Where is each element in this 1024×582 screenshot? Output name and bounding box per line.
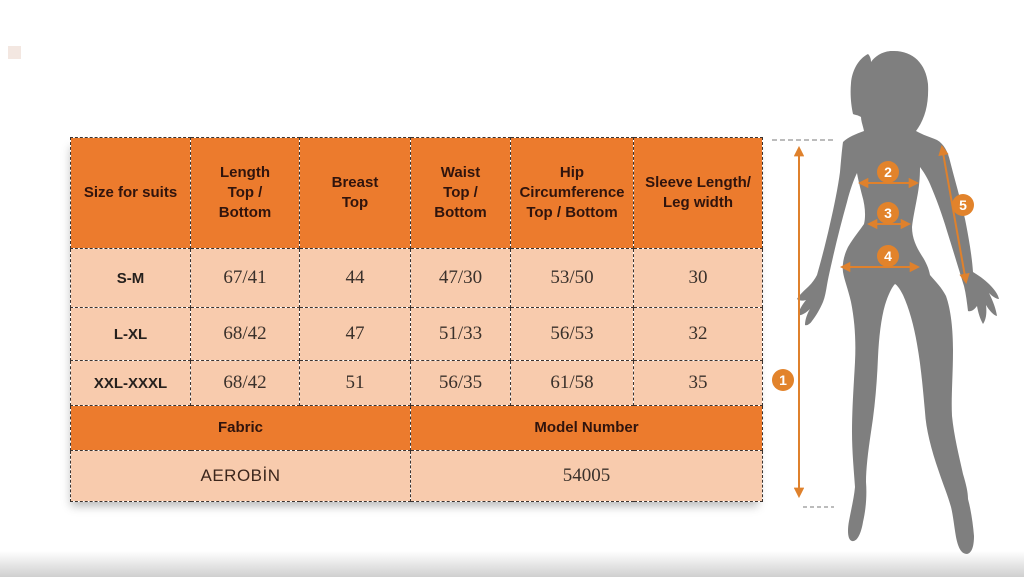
- svg-text:1: 1: [779, 372, 787, 388]
- header-size: Size for suits: [70, 137, 191, 249]
- measurement-marker-1: 1: [772, 369, 794, 391]
- fabric-label: Fabric: [70, 405, 411, 451]
- table-row: S-M 67/41 44 47/30 53/50 30: [70, 248, 763, 308]
- value-cell: 56/53: [510, 307, 634, 361]
- footer-value-row: AEROBİN 54005: [70, 450, 763, 502]
- measurement-marker-5: 5: [952, 194, 974, 216]
- model-number-value: 54005: [410, 450, 763, 502]
- value-cell: 51: [299, 360, 411, 406]
- svg-text:4: 4: [884, 248, 892, 264]
- value-cell: 47/30: [410, 248, 511, 308]
- value-cell: 68/42: [190, 360, 300, 406]
- value-cell: 35: [633, 360, 763, 406]
- corner-artifact: [8, 46, 21, 59]
- measurement-marker-2: 2: [877, 161, 899, 183]
- model-number-label: Model Number: [410, 405, 763, 451]
- size-cell: L-XL: [70, 307, 191, 361]
- header-breast: Breast Top: [299, 137, 411, 249]
- value-cell: 44: [299, 248, 411, 308]
- measurement-marker-3: 3: [877, 202, 899, 224]
- header-hip: Hip Circumference Top / Bottom: [510, 137, 634, 249]
- value-cell: 67/41: [190, 248, 300, 308]
- size-cell: S-M: [70, 248, 191, 308]
- female-silhouette: [797, 50, 999, 554]
- header-sleeve: Sleeve Length/ Leg width: [633, 137, 763, 249]
- value-cell: 32: [633, 307, 763, 361]
- size-chart-table: Size for suits Length Top / Bottom Breas…: [70, 137, 763, 502]
- header-waist: Waist Top / Bottom: [410, 137, 511, 249]
- header-row: Size for suits Length Top / Bottom Breas…: [70, 137, 763, 249]
- table-row: L-XL 68/42 47 51/33 56/53 32: [70, 307, 763, 361]
- svg-text:5: 5: [959, 197, 967, 213]
- value-cell: 51/33: [410, 307, 511, 361]
- measurement-marker-4: 4: [877, 245, 899, 267]
- header-length: Length Top / Bottom: [190, 137, 300, 249]
- footer-label-row: Fabric Model Number: [70, 405, 763, 451]
- measurement-figure: 1 2 3 4 5: [770, 28, 1024, 577]
- value-cell: 61/58: [510, 360, 634, 406]
- measurement-arrow-5: [938, 144, 970, 285]
- table-row: XXL-XXXL 68/42 51 56/35 61/58 35: [70, 360, 763, 406]
- floor-shadow: [0, 551, 1024, 577]
- svg-text:2: 2: [884, 164, 892, 180]
- svg-text:3: 3: [884, 205, 892, 221]
- fabric-value: AEROBİN: [70, 450, 411, 502]
- value-cell: 47: [299, 307, 411, 361]
- value-cell: 30: [633, 248, 763, 308]
- value-cell: 68/42: [190, 307, 300, 361]
- size-cell: XXL-XXXL: [70, 360, 191, 406]
- value-cell: 53/50: [510, 248, 634, 308]
- value-cell: 56/35: [410, 360, 511, 406]
